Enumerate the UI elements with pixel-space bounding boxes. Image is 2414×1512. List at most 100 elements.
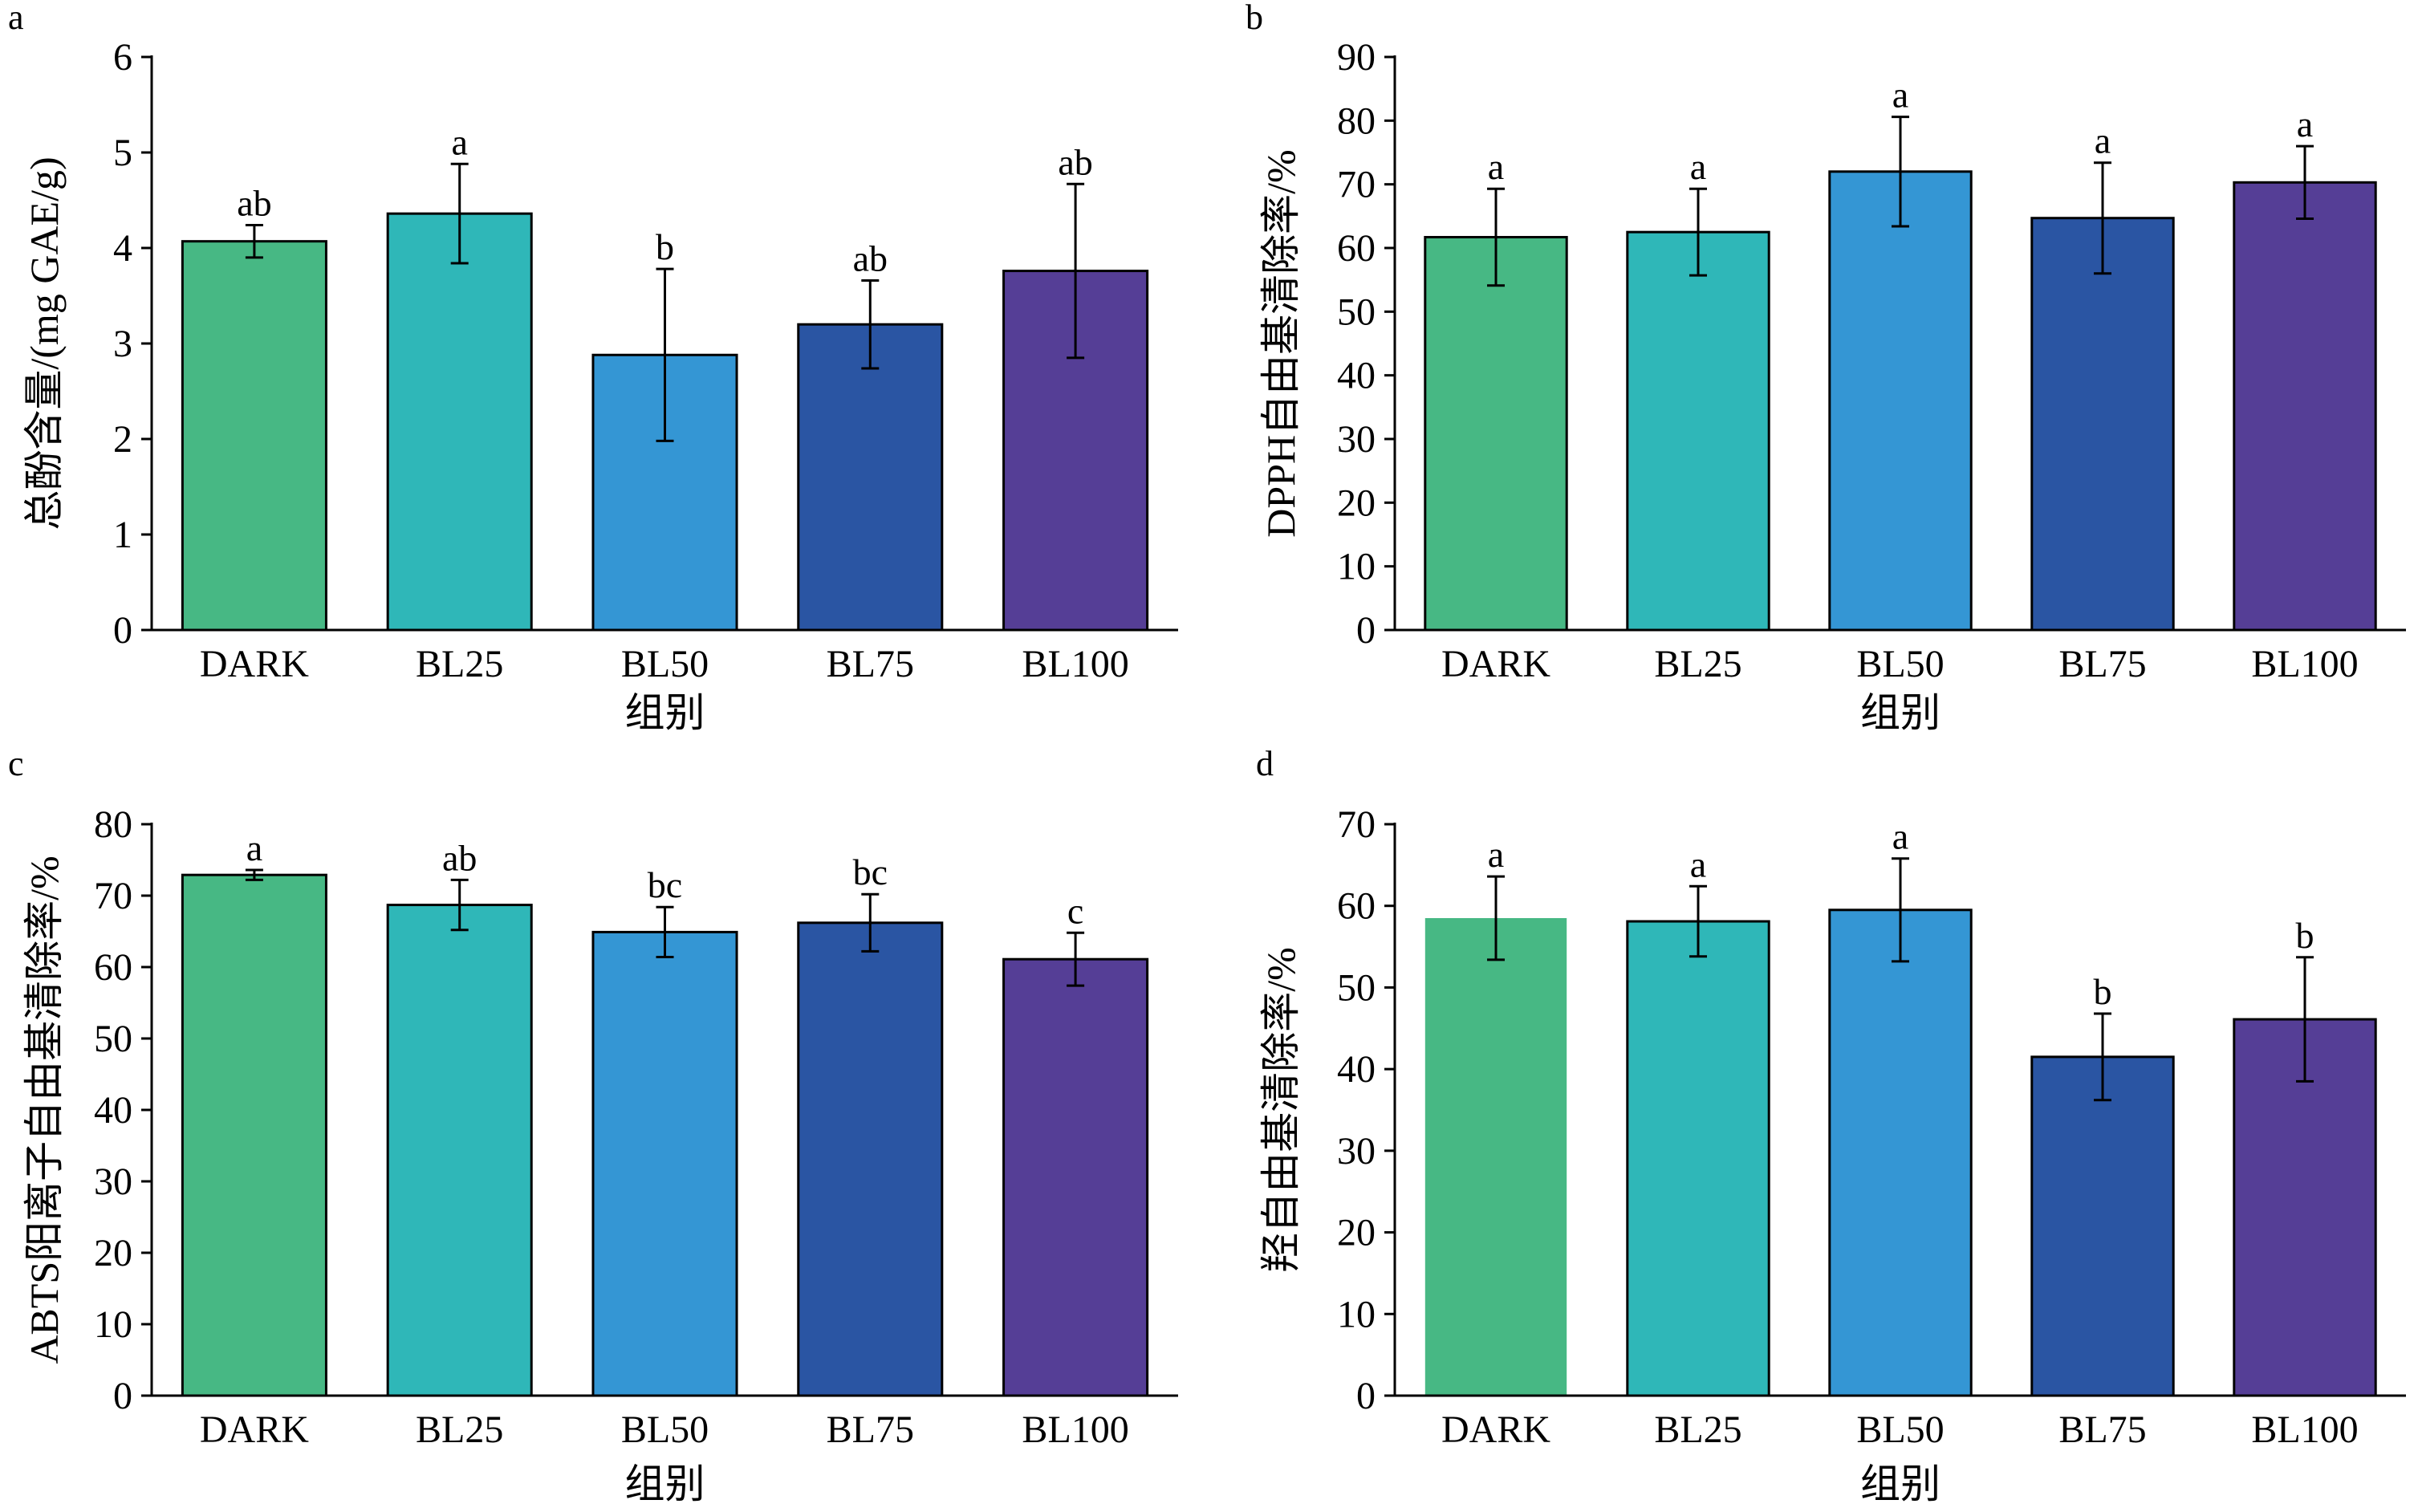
y-tick-label-a-6: 6 [113, 36, 132, 79]
bar-d-bl50 [1828, 908, 1973, 1397]
y-tick-label-a-5: 5 [113, 132, 132, 174]
y-tick-label-c-40: 40 [94, 1089, 132, 1132]
y-tick-label-d-10: 10 [1337, 1293, 1376, 1335]
significance-letter-d-bl75: b [2094, 971, 2112, 1012]
bar-b-dark [1424, 236, 1568, 632]
panel-a: a ab DARK a BL25 b BL50 ab BL75 ab BL100 0 1 2 3 4 5 6 组别… [8, 0, 1178, 735]
y-tick-label-c-60: 60 [94, 946, 132, 989]
panel-letter-d: d [1256, 744, 1274, 783]
x-tick-label-d-bl25: BL25 [1654, 1408, 1741, 1451]
y-tick-label-a-1: 1 [113, 514, 132, 556]
y-tick-label-c-30: 30 [94, 1160, 132, 1203]
panel-c: c a DARK ab BL25 bc BL50 bc BL75 c BL100 0 10 20 30 40… [8, 744, 1178, 1506]
x-tick-label-b-dark: DARK [1441, 643, 1550, 685]
x-axis-title-b: 组别 [1860, 690, 1941, 735]
y-tick-label-d-30: 30 [1337, 1130, 1376, 1173]
x-tick-label-c-bl75: BL75 [827, 1408, 914, 1451]
significance-letter-c-bl75: bc [853, 852, 888, 892]
bar-c-dark [181, 873, 327, 1397]
significance-letter-c-dark: a [246, 827, 262, 868]
y-axis-title-d: 羟自由基清除率/% [1258, 947, 1303, 1273]
bar-b-bl100 [2233, 181, 2377, 632]
significance-letter-a-bl100: ab [1058, 141, 1092, 182]
significance-letter-d-bl25: a [1690, 843, 1706, 884]
bar-c-bl25 [386, 904, 533, 1397]
y-tick-label-c-50: 50 [94, 1018, 132, 1060]
y-tick-label-b-40: 40 [1337, 355, 1376, 397]
y-tick-label-c-70: 70 [94, 875, 132, 917]
x-tick-label-a-bl50: BL50 [621, 643, 709, 685]
x-tick-label-a-bl25: BL25 [416, 643, 503, 685]
y-tick-label-b-70: 70 [1337, 164, 1376, 206]
bar-d-bl75 [2030, 1055, 2175, 1397]
significance-letter-d-bl100: b [2296, 915, 2314, 956]
significance-letter-a-dark: ab [237, 182, 271, 223]
x-axis-title-a: 组别 [625, 690, 705, 735]
x-tick-label-c-bl50: BL50 [621, 1408, 709, 1451]
y-axis-title-a: 总酚含量/(mg GAE/g) [22, 156, 67, 530]
x-tick-label-d-bl75: BL75 [2058, 1408, 2146, 1451]
y-tick-label-a-0: 0 [113, 609, 132, 652]
bar-d-dark [1424, 917, 1567, 1396]
y-tick-label-c-80: 80 [94, 803, 132, 846]
significance-letter-d-dark: a [1488, 834, 1504, 875]
bar-b-bl50 [1828, 170, 1973, 632]
significance-letter-b-bl25: a [1690, 146, 1706, 187]
x-tick-label-a-bl100: BL100 [1022, 643, 1128, 685]
y-tick-label-a-4: 4 [113, 227, 132, 270]
y-tick-label-d-0: 0 [1356, 1375, 1376, 1417]
panel-letter-c: c [8, 744, 24, 783]
bar-c-bl100 [1002, 957, 1149, 1397]
y-tick-label-b-50: 50 [1337, 291, 1376, 333]
significance-letter-a-bl75: ab [853, 238, 888, 278]
x-axis-title-c: 组别 [625, 1461, 705, 1506]
x-tick-label-c-bl100: BL100 [1022, 1408, 1128, 1451]
significance-letter-c-bl100: c [1067, 890, 1083, 931]
significance-letter-c-bl50: bc [648, 864, 682, 905]
x-tick-label-d-dark: DARK [1441, 1408, 1550, 1451]
y-tick-label-a-2: 2 [113, 418, 132, 461]
y-tick-label-d-70: 70 [1337, 803, 1376, 846]
y-tick-label-b-0: 0 [1356, 609, 1376, 652]
significance-letter-c-bl25: ab [442, 837, 477, 878]
x-tick-label-a-bl75: BL75 [827, 643, 914, 685]
bar-a-dark [181, 240, 327, 632]
panel-letter-a: a [8, 0, 24, 37]
y-tick-label-b-90: 90 [1337, 36, 1376, 79]
x-tick-label-b-bl25: BL25 [1654, 643, 1741, 685]
x-tick-label-b-bl75: BL75 [2058, 643, 2146, 685]
bar-d-bl25 [1626, 920, 1770, 1397]
x-tick-label-d-bl50: BL50 [1856, 1408, 1944, 1451]
significance-letter-a-bl25: a [451, 121, 467, 162]
y-tick-label-d-20: 20 [1337, 1212, 1376, 1254]
y-tick-label-d-60: 60 [1337, 885, 1376, 928]
bar-b-bl25 [1626, 230, 1770, 632]
bar-c-bl50 [591, 930, 738, 1397]
x-tick-label-a-dark: DARK [200, 643, 309, 685]
significance-letter-a-bl50: b [656, 226, 674, 267]
x-axis-title-d: 组别 [1860, 1461, 1941, 1506]
x-tick-label-c-bl25: BL25 [416, 1408, 503, 1451]
y-tick-label-b-80: 80 [1337, 100, 1376, 142]
significance-letter-b-bl50: a [1892, 75, 1908, 116]
significance-letter-d-bl50: a [1892, 816, 1908, 857]
x-tick-label-c-dark: DARK [200, 1408, 309, 1451]
y-tick-label-b-20: 20 [1337, 482, 1376, 524]
bar-a-bl75 [797, 323, 944, 632]
panel-b: b a DARK a BL25 a BL50 a BL75 a BL100 0 10 20 30 40 50 6… [1246, 0, 2406, 735]
y-tick-label-c-0: 0 [113, 1375, 132, 1417]
x-tick-label-d-bl100: BL100 [2251, 1408, 2358, 1451]
panel-letter-b: b [1246, 0, 1263, 37]
y-tick-label-a-3: 3 [113, 323, 132, 365]
bar-c-bl75 [797, 921, 944, 1397]
x-tick-label-b-bl100: BL100 [2251, 643, 2358, 685]
y-tick-label-c-20: 20 [94, 1232, 132, 1274]
y-tick-label-c-10: 10 [94, 1303, 132, 1346]
y-tick-label-b-10: 10 [1337, 546, 1376, 588]
significance-letter-b-bl75: a [2095, 120, 2111, 161]
panel-d: d a DARK a BL25 a BL50 b BL75 b BL100 0 10 20 30 40 50 6… [1256, 744, 2406, 1506]
y-tick-label-b-30: 30 [1337, 418, 1376, 461]
y-tick-label-b-60: 60 [1337, 227, 1376, 270]
bar-b-bl75 [2030, 217, 2175, 632]
